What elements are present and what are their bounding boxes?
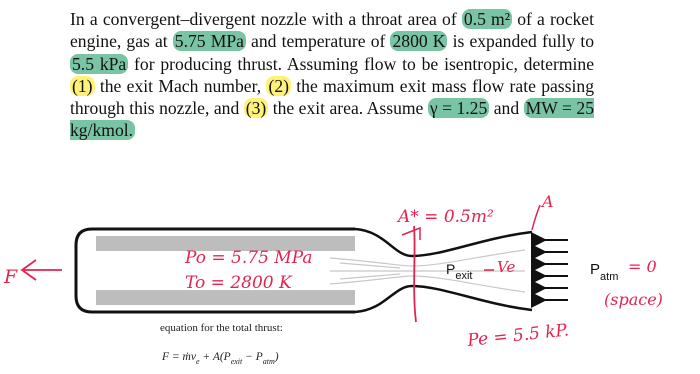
throat-pointer: [401, 226, 421, 240]
chamber-casing: [74, 227, 355, 314]
force-arrow: [20, 259, 62, 281]
chamber-pressure: Po = 5.75 MPa: [184, 248, 313, 268]
highlighted-text: (3): [243, 98, 269, 119]
equation-part: F = ṁv: [161, 351, 197, 363]
text: and temperature of: [245, 31, 391, 52]
subscript: atm: [600, 271, 618, 283]
subscript: exit: [231, 357, 243, 366]
equation-part: + A(P: [200, 351, 231, 363]
symbol: P: [590, 261, 600, 278]
problem-text: In a convergent–divergent nozzle with a …: [70, 8, 594, 142]
text: the exit Mach number,: [94, 75, 267, 96]
text: of a rocket engine, gas at: [70, 9, 594, 52]
text: the maximum exit mass flow rate passing …: [70, 75, 594, 119]
exit-velocity: Ve: [497, 258, 515, 276]
highlighted-text: (2): [266, 75, 291, 96]
highlighted-text: 2800 K: [390, 31, 448, 52]
force-label: F: [3, 266, 18, 288]
subscript: exit: [455, 270, 472, 282]
symbol: P: [446, 261, 455, 277]
equation-part: − P: [242, 351, 263, 363]
highlighted-text: 0.5 m²: [461, 9, 513, 29]
exit-pointer: [531, 204, 541, 231]
text: for producing thrust. Assuming flow to b…: [128, 53, 595, 74]
ambient-pressure: Patm: [590, 261, 618, 283]
equation-caption: equation for the total thrust:: [160, 322, 283, 334]
subscript: e: [196, 357, 200, 366]
exit-pressure-value: Pe = 5.5 kP.: [465, 320, 569, 351]
highlighted-text: 5.5 kPa: [70, 53, 129, 74]
chamber-wall: [96, 290, 355, 305]
subscript: atm: [263, 357, 275, 366]
throat-area: A* = 0.5m²: [396, 207, 494, 227]
text: is expanded fully to: [447, 31, 594, 52]
text: the exit area. Assume: [268, 98, 428, 119]
exit-area: A: [540, 192, 554, 211]
chamber-wall: [96, 236, 355, 251]
ambient-pressure-value: = 0: [628, 257, 657, 276]
nozzle-wall: [354, 284, 533, 314]
equation-part: ): [274, 351, 279, 363]
nozzle-wall: [354, 227, 533, 258]
text: In a convergent–divergent nozzle with a …: [70, 9, 462, 29]
chamber-temperature: To = 2800 K: [185, 273, 293, 293]
ambient-note: (space): [604, 290, 663, 309]
ambient-arrows: [531, 232, 568, 308]
flow-lines: [329, 249, 526, 293]
exit-pressure-label: Pexit: [446, 261, 472, 282]
highlighted-text: (1): [70, 75, 95, 96]
text: and: [489, 98, 524, 119]
thrust-equation: F = ṁve + A(Pexit − Patm): [161, 351, 279, 366]
highlighted-text: 5.75 MPa: [172, 31, 246, 52]
throat-mark: [413, 225, 417, 323]
highlighted-text: γ = 1.25: [427, 98, 490, 119]
